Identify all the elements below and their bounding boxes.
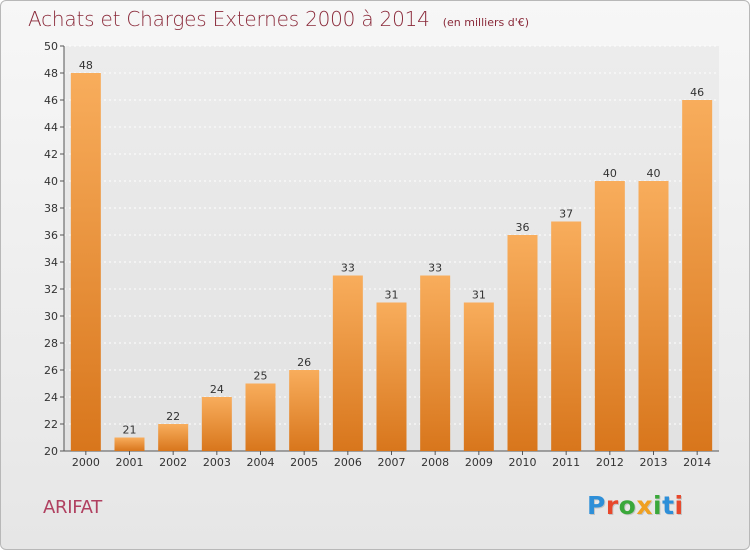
- data-label-2004: 25: [254, 370, 268, 383]
- bar-2004: [245, 383, 276, 451]
- x-tick-label-2002: 2002: [159, 456, 187, 469]
- logo-letter: P: [587, 491, 606, 520]
- proxiti-logo[interactable]: Proxiti: [587, 491, 684, 520]
- x-tick-label-2004: 2004: [247, 456, 275, 469]
- logo-letter: r: [605, 491, 619, 520]
- data-label-2011: 37: [559, 208, 573, 221]
- y-tick-label: 36: [44, 229, 58, 242]
- bar-2011: [551, 221, 582, 451]
- bar-2001: [114, 437, 145, 451]
- bar-2014: [682, 100, 713, 451]
- y-tick-label: 44: [44, 121, 58, 134]
- bar-2003: [201, 397, 232, 451]
- y-tick-label: 30: [44, 310, 58, 323]
- x-tick-label-2003: 2003: [203, 456, 231, 469]
- x-tick-label-2010: 2010: [509, 456, 537, 469]
- bar-2007: [376, 302, 407, 451]
- x-tick-label-2009: 2009: [465, 456, 493, 469]
- y-tick-label: 48: [44, 67, 58, 80]
- y-tick-label: 50: [44, 40, 58, 53]
- x-tick-label-2001: 2001: [116, 456, 144, 469]
- data-label-2009: 31: [472, 289, 486, 302]
- x-tick-label-2011: 2011: [552, 456, 580, 469]
- x-tick-label-2000: 2000: [72, 456, 100, 469]
- data-label-2006: 33: [341, 262, 355, 275]
- bar-2002: [158, 424, 189, 451]
- bar-2010: [507, 235, 538, 451]
- y-tick-label: 22: [44, 418, 58, 431]
- y-tick-label: 42: [44, 148, 58, 161]
- logo-letter: i: [653, 491, 663, 520]
- chart-subtitle: (en milliers d'€): [442, 16, 530, 29]
- x-tick-label-2007: 2007: [378, 456, 406, 469]
- logo-letter: t: [662, 491, 675, 520]
- data-label-2014: 46: [690, 86, 704, 99]
- bar-2012: [594, 181, 625, 451]
- title-row: Achats et Charges Externes 2000 à 2014 (…: [28, 7, 529, 31]
- bar-2009: [463, 302, 494, 451]
- y-tick-label: 46: [44, 94, 58, 107]
- bar-2006: [332, 275, 363, 451]
- x-tick-label-2005: 2005: [290, 456, 318, 469]
- data-label-2007: 31: [385, 289, 399, 302]
- data-label-2003: 24: [210, 383, 224, 396]
- bar-2005: [289, 370, 320, 451]
- y-tick-label: 26: [44, 364, 58, 377]
- bar-2008: [420, 275, 451, 451]
- data-label-2008: 33: [428, 262, 442, 275]
- y-tick-label: 20: [44, 445, 58, 458]
- data-label-2010: 36: [516, 221, 530, 234]
- y-tick-label: 24: [44, 391, 58, 404]
- data-label-2001: 21: [123, 424, 137, 437]
- y-tick-label: 40: [44, 175, 58, 188]
- logo-letter: o: [618, 491, 637, 520]
- y-tick-label: 32: [44, 283, 58, 296]
- data-label-2005: 26: [297, 356, 311, 369]
- chart-title: Achats et Charges Externes 2000 à 2014: [28, 7, 430, 31]
- bar-2013: [638, 181, 669, 451]
- data-label-2012: 40: [603, 167, 617, 180]
- x-tick-label-2014: 2014: [683, 456, 711, 469]
- x-tick-label-2006: 2006: [334, 456, 362, 469]
- logo-letter: x: [636, 491, 653, 520]
- x-tick-label-2013: 2013: [640, 456, 668, 469]
- x-tick-label-2012: 2012: [596, 456, 624, 469]
- x-tick-label-2008: 2008: [421, 456, 449, 469]
- data-label-2002: 22: [166, 410, 180, 423]
- logo-letter: i: [674, 491, 684, 520]
- y-tick-label: 28: [44, 337, 58, 350]
- data-label-2013: 40: [647, 167, 661, 180]
- commune-name: ARIFAT: [43, 497, 102, 518]
- y-tick-label: 34: [44, 256, 58, 269]
- bar-2000: [70, 73, 101, 451]
- data-label-2000: 48: [79, 59, 93, 72]
- y-tick-label: 38: [44, 202, 58, 215]
